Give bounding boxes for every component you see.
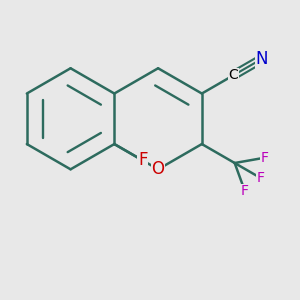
Text: F: F (241, 184, 249, 199)
Text: F: F (260, 151, 268, 165)
Text: F: F (257, 171, 265, 185)
Text: O: O (152, 160, 165, 178)
Text: N: N (256, 50, 268, 68)
Text: C: C (229, 68, 238, 82)
Text: F: F (138, 152, 148, 169)
